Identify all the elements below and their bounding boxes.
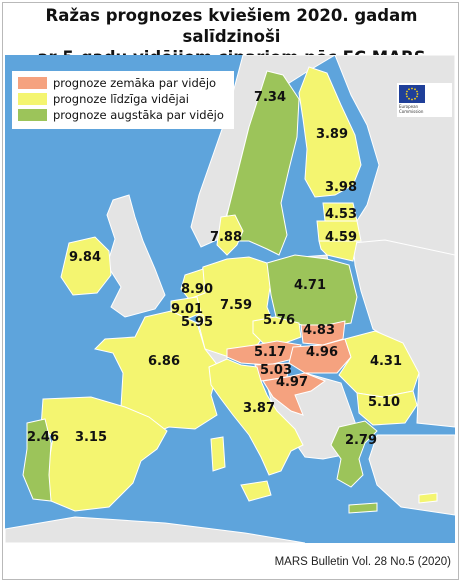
map-area: 7.34 3.89 3.98 4.53 4.59 9.84 7.88 8.90 … [5, 55, 455, 543]
country-latvia [316, 220, 362, 242]
land-uk [106, 194, 166, 318]
value-label-slovenia: 5.03 [260, 363, 292, 378]
value-label-belgium: 9.01 [171, 302, 203, 317]
value-label-estonia: 3.98 [325, 180, 357, 195]
country-hungary [288, 338, 352, 374]
country-finland [298, 66, 362, 198]
country-greece-crete [348, 502, 378, 514]
european-commission-logo: European Commission [397, 83, 452, 117]
value-label-poland: 4.71 [294, 278, 326, 293]
legend: prognoze zemāka par vidējo prognoze līdz… [12, 71, 234, 129]
country-cyprus [418, 492, 438, 504]
country-ireland [60, 236, 112, 296]
country-greece [330, 420, 378, 488]
country-lithuania [318, 240, 358, 262]
source-caption: MARS Bulletin Vol. 28 No.5 (2020) [274, 556, 451, 568]
legend-swatch-lower [18, 77, 47, 89]
eu-flag-icon [399, 85, 425, 103]
value-label-finland: 3.89 [316, 127, 348, 142]
country-poland [266, 254, 358, 328]
value-label-lithuania: 4.59 [325, 230, 357, 245]
logo-text-line-1: European [399, 104, 419, 109]
value-label-france: 6.86 [148, 354, 180, 369]
country-denmark [216, 214, 244, 256]
value-label-slovakia: 4.83 [303, 323, 335, 338]
value-label-spain: 3.15 [75, 430, 107, 445]
value-label-croatia: 4.97 [276, 375, 308, 390]
value-label-czechia: 5.76 [263, 313, 295, 328]
legend-label-higher: prognoze augstāka par vidējo [53, 108, 224, 122]
country-belgium [170, 296, 202, 320]
country-sweden [226, 70, 300, 256]
legend-label-similar: prognoze līdzīga vidējai [53, 92, 189, 106]
europe-map: 7.34 3.89 3.98 4.53 4.59 9.84 7.88 8.90 … [5, 55, 455, 543]
value-label-austria: 5.17 [254, 345, 286, 360]
value-label-portugal: 2.46 [27, 430, 59, 445]
country-italy-sicily [240, 480, 272, 502]
country-croatia [262, 372, 327, 416]
value-label-germany: 7.59 [220, 298, 252, 313]
value-label-sweden: 7.34 [254, 90, 286, 105]
country-italy [208, 358, 304, 476]
legend-item-lower: prognoze zemāka par vidējo [18, 75, 228, 91]
country-portugal [22, 418, 52, 502]
title-line-1: Ražas prognozes kviešiem 2020. gadam sal… [45, 6, 418, 46]
logo-text: European Commission [399, 104, 451, 114]
value-label-ireland: 9.84 [69, 250, 101, 265]
value-label-bulgaria: 5.10 [368, 395, 400, 410]
legend-label-lower: prognoze zemāka par vidējo [53, 76, 217, 90]
country-bulgaria [356, 390, 418, 426]
legend-item-higher: prognoze augstāka par vidējo [18, 107, 228, 123]
value-label-denmark: 7.88 [210, 230, 242, 245]
value-label-hungary: 4.96 [306, 345, 338, 360]
country-italy-sardinia [210, 436, 226, 472]
value-labels: 7.34 3.89 3.98 4.53 4.59 9.84 7.88 8.90 … [27, 90, 402, 448]
legend-swatch-similar [18, 93, 47, 105]
value-label-romania: 4.31 [370, 354, 402, 369]
value-label-italy: 3.87 [243, 401, 275, 416]
country-luxembourg [196, 314, 205, 324]
value-label-latvia: 4.53 [325, 207, 357, 222]
logo-text-line-2: Commission [399, 109, 424, 114]
value-label-greece: 2.79 [345, 433, 377, 448]
country-netherlands [180, 268, 206, 300]
country-slovakia [300, 320, 346, 346]
value-label-luxembourg: 5.95 [181, 315, 213, 330]
land-africa [5, 516, 306, 543]
legend-item-similar: prognoze līdzīga vidējai [18, 91, 228, 107]
legend-swatch-higher [18, 109, 47, 121]
value-label-netherlands: 8.90 [181, 282, 213, 297]
country-czechia [252, 316, 302, 344]
